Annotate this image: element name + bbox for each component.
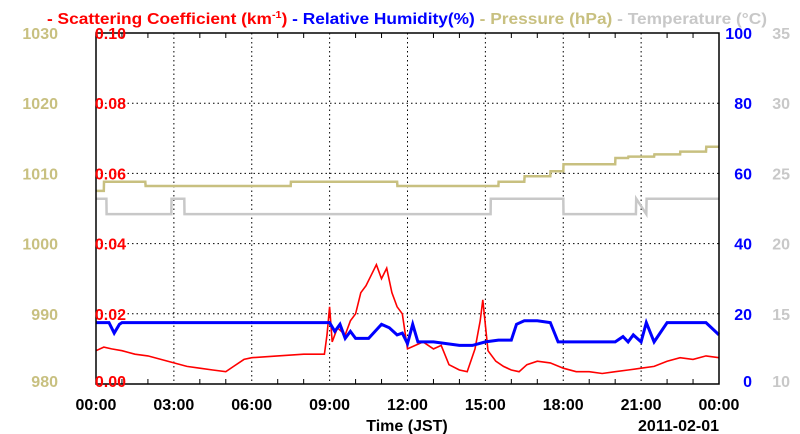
plot-frame	[95, 32, 720, 385]
pressure-tick-label: 980	[31, 374, 58, 391]
date-label: 2011-02-01	[638, 418, 719, 434]
x-tick-label: 06:00	[231, 397, 272, 414]
pressure-tick-label: 1030	[22, 26, 58, 43]
x-tick-label: 18:00	[543, 397, 584, 414]
temperature-line	[96, 194, 719, 219]
scattering-coefficient-line	[95, 262, 720, 375]
humidity-tick-label: 0	[743, 374, 752, 391]
scattering-tick-label: 0.06	[95, 166, 126, 183]
scattering-tick-label: 0.02	[95, 307, 126, 324]
x-tick-label: 00:00	[76, 397, 117, 414]
scattering-tick-label: 0.10	[95, 26, 126, 43]
x-tick-label: 03:00	[153, 397, 194, 414]
temperature-tick-label: 35	[772, 26, 790, 43]
scattering-tick-label: 0.08	[95, 96, 126, 113]
x-tick-label: 21:00	[621, 397, 662, 414]
humidity-tick-label: 20	[734, 307, 752, 324]
pressure-tick-label: 1020	[22, 96, 58, 113]
legend-temperature: - Temperature (°C)	[617, 11, 767, 28]
pressure-tick-label: 1010	[22, 166, 58, 183]
pressure-line	[96, 145, 719, 193]
humidity-tick-label: 100	[725, 26, 752, 43]
temperature-tick-label: 25	[772, 166, 790, 183]
humidity-tick-label: 40	[734, 237, 752, 254]
scattering-tick-label: 0.00	[95, 374, 126, 391]
x-axis-label: Time (JST)	[366, 418, 448, 434]
temperature-tick-label: 20	[772, 237, 790, 254]
temperature-tick-label: 15	[772, 307, 790, 324]
legend-scattering: - Scattering Coefficient (km -1)	[47, 10, 292, 28]
legend-pressure: - Pressure (hPa)	[480, 11, 618, 28]
legend: - Scattering Coefficient (km -1) - Relati…	[47, 10, 767, 28]
pressure-tick-label: 1000	[22, 237, 58, 254]
x-tick-label: 00:00	[699, 397, 740, 414]
legend-humidity: - Relative Humidity(%)	[292, 11, 479, 28]
x-tick-label: 15:00	[465, 397, 506, 414]
scattering-tick-label: 0.04	[95, 237, 126, 254]
temperature-tick-label: 10	[772, 374, 790, 391]
temperature-tick-label: 30	[772, 96, 790, 113]
relative-humidity-line	[96, 317, 721, 348]
pressure-tick-label: 990	[31, 307, 58, 324]
x-tick-label: 12:00	[387, 397, 428, 414]
humidity-tick-label: 60	[734, 166, 752, 183]
humidity-tick-label: 80	[734, 96, 752, 113]
x-tick-label: 09:00	[309, 397, 350, 414]
